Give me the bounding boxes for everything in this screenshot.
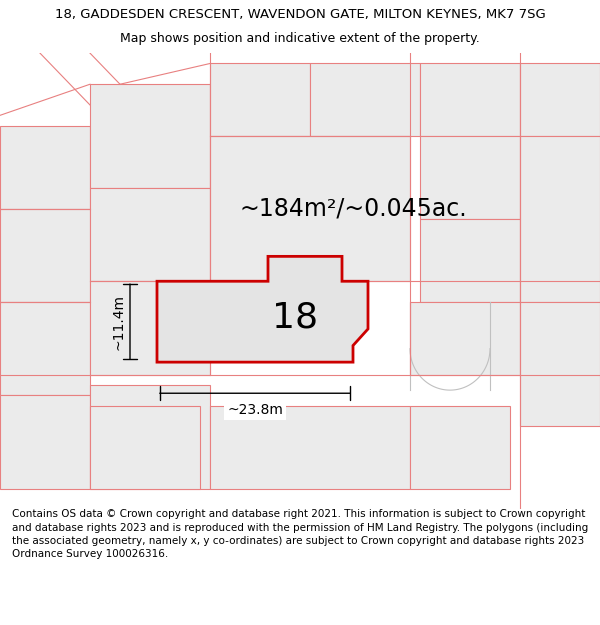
Bar bbox=[210, 406, 410, 489]
Bar bbox=[90, 406, 200, 489]
Text: Map shows position and indicative extent of the property.: Map shows position and indicative extent… bbox=[120, 32, 480, 45]
Text: Contains OS data © Crown copyright and database right 2021. This information is : Contains OS data © Crown copyright and d… bbox=[12, 509, 588, 559]
Bar bbox=[410, 302, 520, 374]
Bar bbox=[0, 126, 90, 209]
Bar bbox=[0, 302, 90, 396]
Bar bbox=[410, 406, 510, 489]
Bar bbox=[0, 396, 90, 489]
Bar bbox=[420, 219, 520, 302]
Bar bbox=[0, 209, 90, 302]
Bar bbox=[90, 84, 210, 188]
Bar bbox=[210, 136, 410, 281]
Bar bbox=[90, 281, 210, 374]
Text: 18: 18 bbox=[272, 301, 318, 334]
Text: 18, GADDESDEN CRESCENT, WAVENDON GATE, MILTON KEYNES, MK7 7SG: 18, GADDESDEN CRESCENT, WAVENDON GATE, M… bbox=[55, 8, 545, 21]
Bar bbox=[520, 302, 600, 426]
Bar bbox=[420, 136, 520, 219]
Bar bbox=[520, 136, 600, 302]
Text: ~23.8m: ~23.8m bbox=[227, 403, 283, 417]
Polygon shape bbox=[157, 256, 368, 362]
Bar bbox=[90, 188, 210, 281]
Text: ~184m²/~0.045ac.: ~184m²/~0.045ac. bbox=[240, 197, 467, 221]
Bar bbox=[310, 64, 420, 136]
Bar bbox=[420, 64, 520, 136]
Bar bbox=[210, 64, 310, 136]
Bar bbox=[90, 385, 210, 489]
Text: ~11.4m: ~11.4m bbox=[111, 294, 125, 350]
Bar bbox=[520, 64, 600, 136]
